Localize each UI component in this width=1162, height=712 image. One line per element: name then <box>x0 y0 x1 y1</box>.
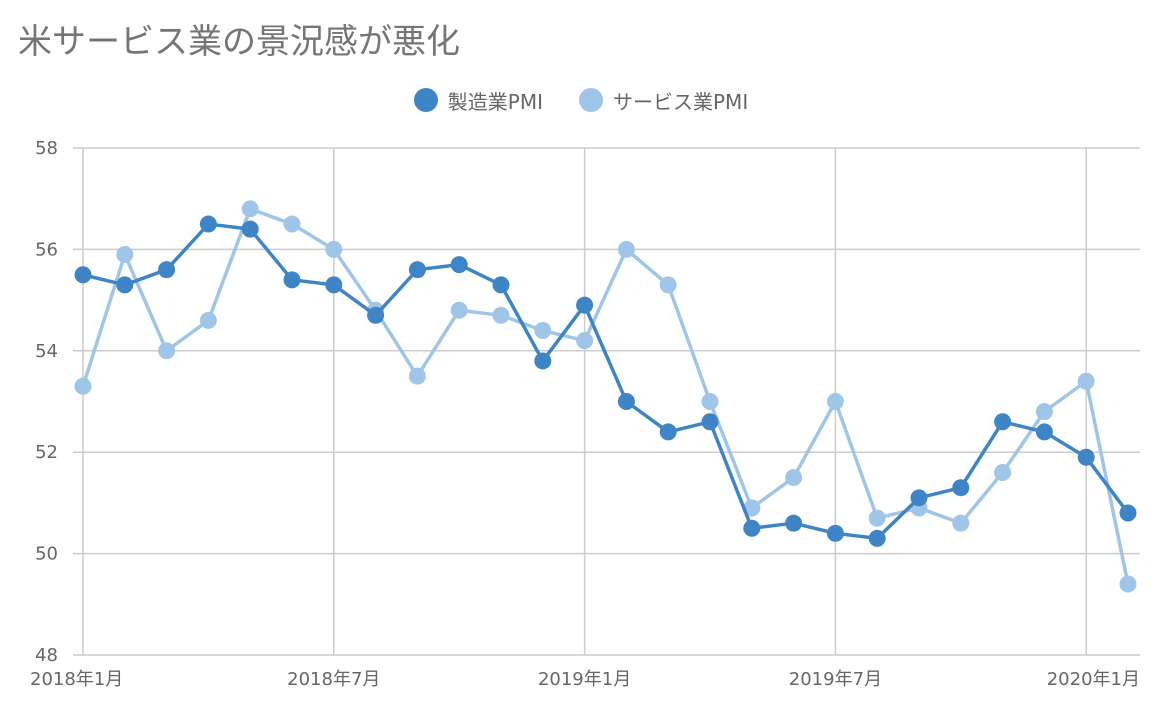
data-point-manufacturing <box>910 489 928 507</box>
y-tick-label: 56 <box>35 239 58 260</box>
data-point-services <box>199 311 217 329</box>
data-point-services <box>826 393 844 410</box>
data-point-services <box>1035 403 1053 421</box>
data-point-services <box>576 332 594 350</box>
data-point-services <box>994 463 1012 481</box>
data-point-manufacturing <box>241 220 259 238</box>
data-point-services <box>74 377 92 395</box>
data-point-manufacturing <box>199 215 217 233</box>
data-point-services <box>701 393 719 410</box>
data-point-manufacturing <box>952 479 970 497</box>
data-point-services <box>408 367 426 385</box>
data-point-manufacturing <box>325 276 343 294</box>
series-line-manufacturing <box>82 222 1130 541</box>
data-point-services <box>617 240 635 258</box>
data-point-services <box>241 200 259 218</box>
data-point-manufacturing <box>659 423 677 441</box>
data-point-services <box>743 499 761 517</box>
x-tick-label: 2019年7月 <box>789 669 882 690</box>
data-point-manufacturing <box>743 519 761 537</box>
data-point-manufacturing <box>74 266 92 284</box>
data-point-services <box>1119 575 1137 593</box>
data-point-manufacturing <box>492 276 510 294</box>
data-point-manufacturing <box>450 256 468 274</box>
data-point-manufacturing <box>617 393 635 410</box>
legend-marker-manufacturing-icon <box>413 88 438 112</box>
data-point-services <box>659 276 677 294</box>
data-point-services <box>283 215 301 233</box>
legend-label-manufacturing: 製造業PMI <box>447 89 543 114</box>
data-point-manufacturing <box>408 261 426 279</box>
data-point-manufacturing <box>576 296 594 314</box>
y-tick-label: 52 <box>35 442 58 463</box>
y-tick-label: 48 <box>35 645 58 666</box>
data-point-manufacturing <box>1077 448 1095 466</box>
x-tick-label: 2019年1月 <box>538 669 631 690</box>
data-point-manufacturing <box>283 271 301 289</box>
series-line-services <box>81 207 1130 585</box>
data-point-manufacturing <box>785 514 803 532</box>
data-point-manufacturing <box>116 276 134 294</box>
legend-item-services[interactable]: サービス業PMI <box>579 86 748 115</box>
data-point-manufacturing <box>994 413 1012 431</box>
legend-marker-services-icon <box>579 88 603 112</box>
y-tick-label: 50 <box>35 544 58 565</box>
legend-label-services: サービス業PMI <box>613 89 749 114</box>
data-point-manufacturing <box>701 413 719 431</box>
data-point-services <box>158 342 176 360</box>
data-point-manufacturing <box>868 529 886 547</box>
x-tick-label: 2018年1月 <box>30 669 123 690</box>
data-point-manufacturing <box>367 306 385 324</box>
data-point-services <box>492 306 510 324</box>
y-tick-label: 58 <box>35 138 58 159</box>
data-point-manufacturing <box>826 524 844 542</box>
x-tick-label: 2018年7月 <box>287 669 380 690</box>
data-point-services <box>534 322 552 340</box>
y-tick-label: 54 <box>35 341 58 362</box>
x-tick-label: 2020年1月 <box>1047 669 1140 690</box>
data-point-manufacturing <box>158 261 176 279</box>
data-point-services <box>325 240 343 258</box>
data-point-services <box>868 509 886 527</box>
legend-item-manufacturing[interactable]: 製造業PMI <box>413 86 543 115</box>
chart-title: 米サービス業の景況感が悪化 <box>18 22 460 62</box>
chart-legend: 製造業PMI サービス業PMI <box>0 84 1162 116</box>
data-point-services <box>785 469 803 487</box>
data-point-manufacturing <box>1035 423 1053 441</box>
data-point-services <box>116 245 134 263</box>
data-point-services <box>450 301 468 319</box>
data-point-services <box>952 514 970 532</box>
data-point-services <box>1077 372 1095 390</box>
data-point-manufacturing <box>534 352 552 370</box>
data-point-manufacturing <box>1119 504 1137 522</box>
